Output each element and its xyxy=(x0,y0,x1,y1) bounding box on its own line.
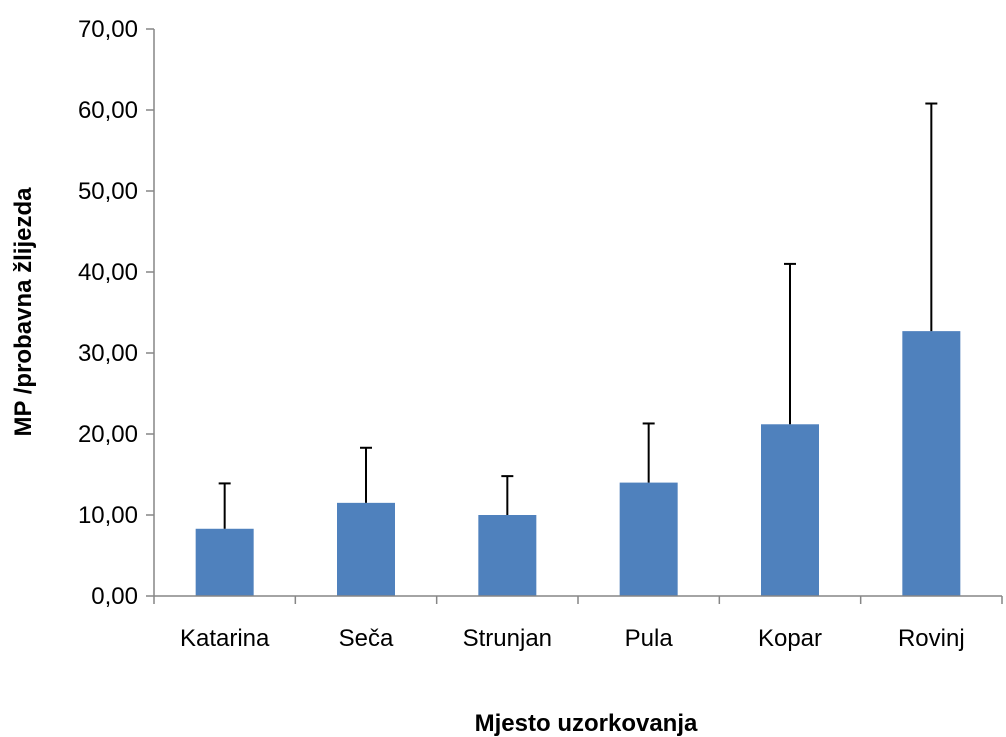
y-tick-label: 30,00 xyxy=(78,340,138,367)
tick-labels-layer: Katarina Seča Strunjan Pula Kopar Rovinj 0,00 1… xyxy=(78,16,965,652)
y-tick-label: 60,00 xyxy=(78,97,138,124)
y-tick-label: 0,00 xyxy=(91,583,138,610)
bars-layer xyxy=(195,331,961,596)
x-tick-label: Katarina xyxy=(180,625,270,652)
y-tick-label: 10,00 xyxy=(78,502,138,529)
x-tick-label: Strunjan xyxy=(463,625,552,652)
x-tick-label: Pula xyxy=(625,625,674,652)
x-axis-title: Mjesto uzorkovanja xyxy=(475,710,698,737)
bar-strunjan xyxy=(478,515,537,596)
y-tick-label: 50,00 xyxy=(78,178,138,205)
bar-pula xyxy=(619,482,678,596)
bar-seča xyxy=(337,502,395,596)
y-axis-title: MP /probavna žlijezda xyxy=(10,187,37,437)
y-tick-label: 70,00 xyxy=(78,16,138,43)
x-tick-label: Seča xyxy=(339,625,394,652)
error-bars-layer xyxy=(218,102,938,529)
x-tick-label: Kopar xyxy=(758,625,822,652)
axes-layer xyxy=(146,28,1003,604)
x-tick-label: Rovinj xyxy=(898,625,965,652)
bar-kopar xyxy=(761,424,819,596)
bar-katarina xyxy=(195,528,254,596)
y-tick-label: 20,00 xyxy=(78,421,138,448)
y-tick-label: 40,00 xyxy=(78,259,138,286)
bar-rovinj xyxy=(902,331,961,596)
